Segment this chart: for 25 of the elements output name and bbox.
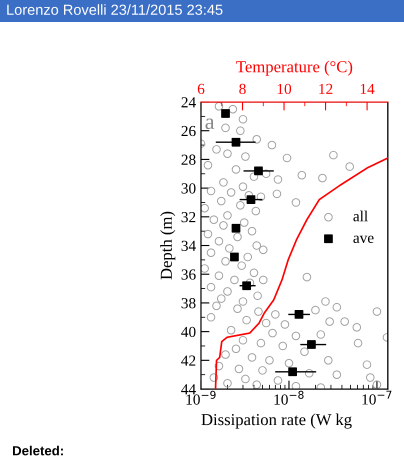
legend-label: all: [353, 210, 368, 222]
y-tick-label: 40: [181, 326, 196, 338]
y-tick-label: 36: [182, 269, 196, 280]
x2-tick-label: 12: [319, 84, 332, 94]
legend-label: ave: [353, 236, 374, 243]
y-tick-label: 30: [182, 183, 196, 194]
text: Lorenzo Rovelli 23/11/2015 23:45: [7, 4, 222, 15]
y-tick-label: 42: [181, 356, 196, 366]
x-axis-title: Dissipation rate (W kg: [201, 413, 352, 429]
x2-tick-label: 6: [198, 84, 204, 94]
y-tick-label: 24: [182, 97, 196, 108]
annotation: a: [206, 118, 214, 130]
y-tick-label: 32: [182, 212, 196, 222]
x2-tick-label: 8: [239, 84, 246, 94]
x2-tick-label: 14: [360, 84, 374, 94]
text: Deleted:: [13, 446, 63, 456]
x-tick-label: 10$^{−7}$: [362, 390, 392, 405]
y-axis-title: Depth (m): [160, 212, 176, 280]
y-tick-label: 28: [182, 154, 196, 165]
y-tick-label: 26: [182, 126, 196, 136]
x2-tick-label: 10: [278, 84, 292, 94]
y-tick-label: 34: [182, 240, 196, 251]
x-tick-label: 10$^{−8}$: [274, 390, 304, 405]
x2-axis-title: Temperature (°C): [236, 60, 352, 76]
y-tick-label: 38: [182, 298, 196, 308]
